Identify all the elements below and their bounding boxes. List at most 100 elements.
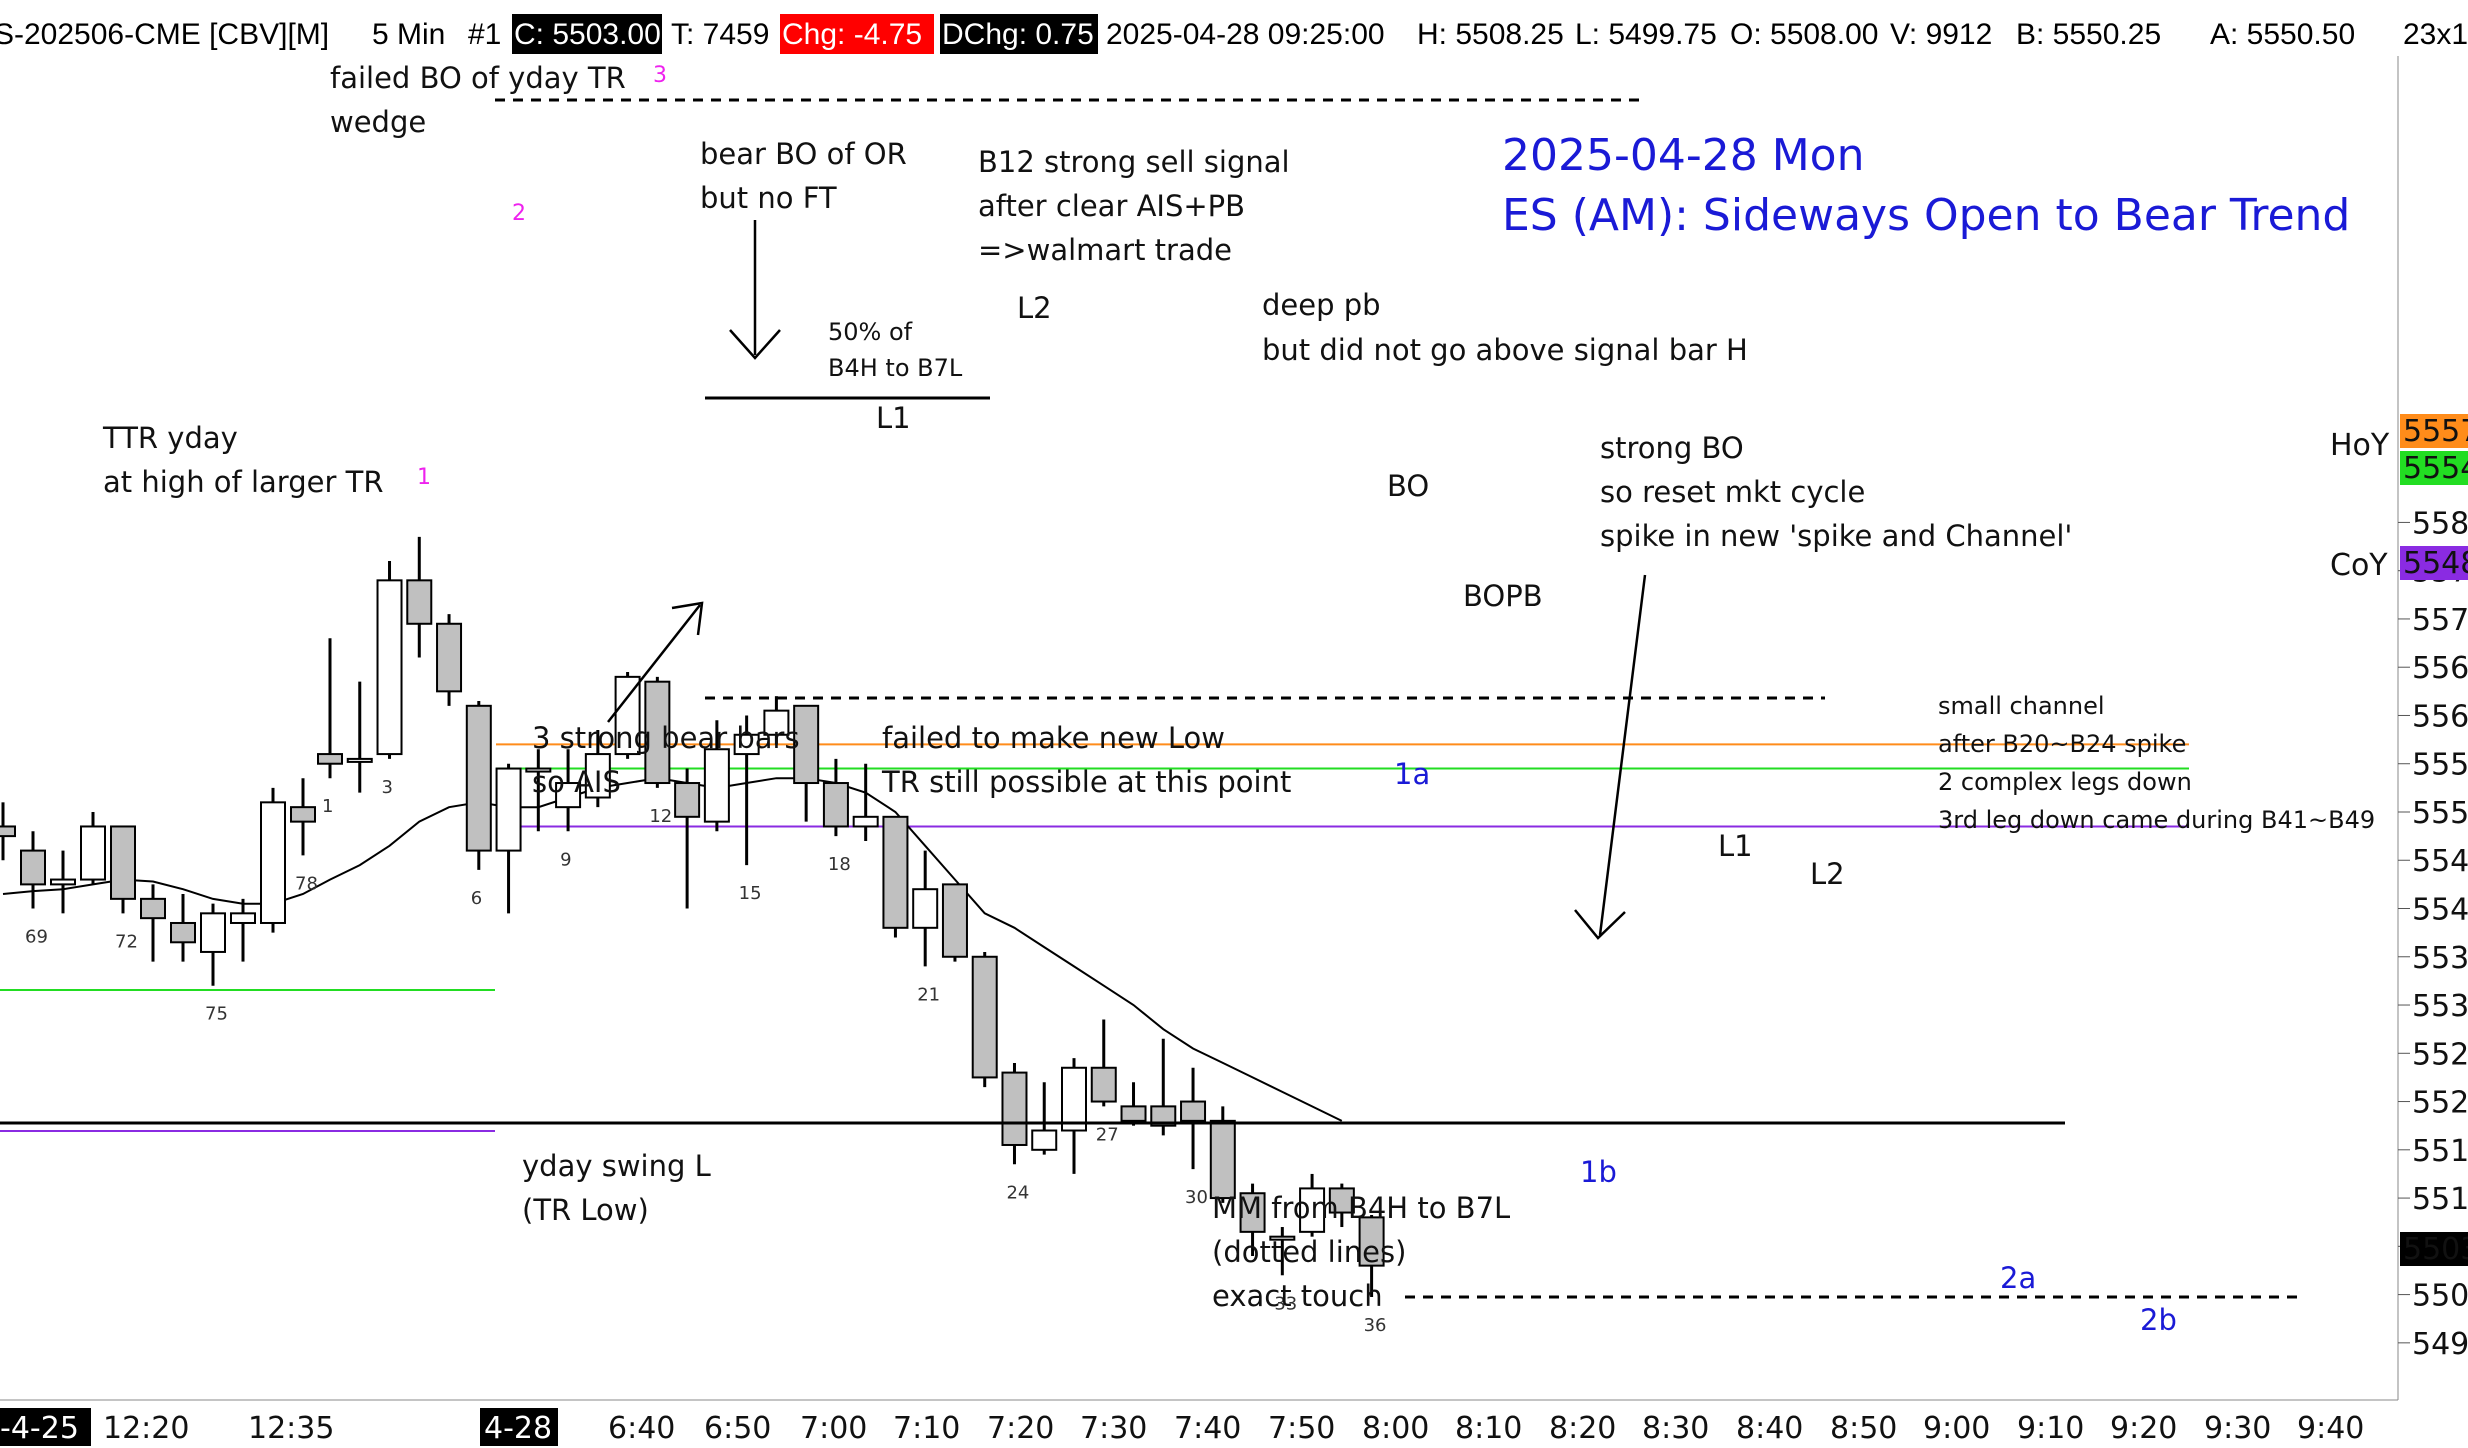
bear-candle-body bbox=[290, 806, 316, 823]
note-mm-3: exact touch bbox=[1212, 1279, 1383, 1313]
note-deep-pb-1: deep pb bbox=[1262, 288, 1381, 322]
bear-candle-body bbox=[465, 704, 492, 852]
candle bbox=[1328, 1183, 1355, 1228]
bear-candle-body bbox=[20, 849, 46, 886]
candle bbox=[674, 768, 701, 909]
bear-candle-body bbox=[170, 921, 196, 944]
bull-candle-body bbox=[495, 767, 522, 852]
candle bbox=[584, 729, 611, 808]
bear-candle-body bbox=[0, 825, 16, 838]
bull-candle-body bbox=[80, 825, 106, 881]
bear-candle-body bbox=[406, 579, 433, 625]
note-failed-low-2: TR still possible at this point bbox=[881, 765, 1291, 799]
bear-candle-body bbox=[1328, 1187, 1355, 1214]
header-ask: A: 5550.50 bbox=[2210, 18, 2355, 51]
bar-number: 30 bbox=[1185, 1187, 1208, 1208]
candle bbox=[140, 884, 166, 962]
bear-candle-body bbox=[644, 680, 671, 785]
price-label: 5520 bbox=[2412, 1086, 2468, 1121]
bar-number: 69 bbox=[25, 927, 48, 948]
time-label: 7:50 bbox=[1268, 1411, 1335, 1446]
level-lines bbox=[0, 743, 2189, 1132]
bear-candle-body bbox=[1120, 1105, 1147, 1122]
bull-candle-body bbox=[200, 912, 226, 953]
coy-price-text: 5548 bbox=[2403, 546, 2468, 581]
time-label: 7:30 bbox=[1080, 1411, 1147, 1446]
green-price-tag bbox=[2400, 451, 2468, 485]
time-label: 12:35 bbox=[248, 1411, 334, 1446]
note-three-bear-1: 3 strong bear bars bbox=[532, 721, 800, 755]
candle bbox=[80, 811, 106, 885]
bull-candle-body bbox=[733, 733, 760, 756]
change-badge-bg bbox=[780, 14, 934, 54]
bull-candle-body bbox=[584, 753, 611, 799]
bar-number: 21 bbox=[917, 984, 940, 1005]
candle: 24 bbox=[1001, 1062, 1029, 1203]
price-label: 5570 bbox=[2412, 603, 2468, 638]
bear-candle-body bbox=[1001, 1071, 1028, 1146]
chart-title-desc: ES (AM): Sideways Open to Bear Trend bbox=[1502, 190, 2350, 241]
wedge-push-3-label: 3 bbox=[653, 63, 667, 88]
note-swing-low-1: yday swing L bbox=[522, 1149, 711, 1183]
price-label: 5580 bbox=[2412, 506, 2468, 541]
price-label: 5530 bbox=[2412, 989, 2468, 1024]
note-bear-bo-2: but no FT bbox=[700, 181, 837, 215]
candle bbox=[260, 787, 286, 933]
candle: 75 bbox=[200, 903, 228, 1025]
label-l1-first: L1 bbox=[876, 401, 911, 435]
time-label: 7:10 bbox=[893, 1411, 960, 1446]
coy-price-tag bbox=[2400, 546, 2468, 580]
price-label: 5510 bbox=[2412, 1182, 2468, 1217]
label-2a: 2a bbox=[2000, 1261, 2036, 1295]
candle bbox=[1299, 1173, 1326, 1237]
note-strong-bo-1: strong BO bbox=[1600, 431, 1744, 465]
candle bbox=[614, 672, 641, 759]
header-close: C: 5503.00 bbox=[514, 18, 661, 51]
bull-candle-body bbox=[852, 815, 879, 828]
header-low: L: 5499.75 bbox=[1575, 18, 1717, 51]
bar-number: 12 bbox=[649, 806, 672, 827]
time-label: 9:00 bbox=[1923, 1411, 1990, 1446]
note-half-1: 50% of bbox=[828, 318, 913, 346]
time-label: 9:20 bbox=[2110, 1411, 2177, 1446]
candle bbox=[793, 704, 820, 822]
candle bbox=[1031, 1082, 1058, 1155]
candle bbox=[882, 815, 909, 938]
candle bbox=[763, 696, 790, 745]
bear-bo-arrow-head bbox=[729, 329, 781, 360]
candle bbox=[230, 898, 256, 962]
time-label: 6:40 bbox=[608, 1411, 675, 1446]
time-label: 8:50 bbox=[1830, 1411, 1897, 1446]
bear-candle-body bbox=[1209, 1119, 1236, 1200]
time-label: 9:40 bbox=[2297, 1411, 2364, 1446]
header-dchange: DChg: 0.75 bbox=[942, 18, 1094, 51]
bar-number: 72 bbox=[115, 931, 138, 952]
hoy-price-text: 5557 bbox=[2403, 414, 2468, 449]
candle: 15 bbox=[733, 715, 762, 904]
price-label: 5560 bbox=[2412, 699, 2468, 734]
bar-number: 33 bbox=[1274, 1293, 1297, 1314]
price-label: 5500 bbox=[2412, 1279, 2468, 1314]
label-1a: 1a bbox=[1394, 757, 1430, 791]
ais-arrow-head bbox=[671, 601, 704, 636]
note-half-2: B4H to B7L bbox=[828, 354, 963, 382]
bull-candle-body bbox=[376, 579, 403, 756]
note-failed-low-1: failed to make new Low bbox=[882, 721, 1225, 755]
candle bbox=[1061, 1058, 1087, 1174]
candle: 78 bbox=[290, 778, 318, 894]
bar-number: 36 bbox=[1364, 1315, 1387, 1336]
bear-candle-body bbox=[1150, 1105, 1177, 1127]
note-three-bear-2: so AIS bbox=[532, 765, 621, 799]
bear-candle-body bbox=[793, 704, 820, 785]
note-failed-bo-1: failed BO of yday TR bbox=[330, 61, 626, 95]
bar-number: 15 bbox=[739, 883, 762, 904]
bear-candle-body bbox=[674, 782, 701, 818]
time-axis[interactable]: -4-25 12:20 12:35 4-28 6:40 6:50 7:00 7:10 7:20 7… bbox=[0, 1408, 2364, 1446]
